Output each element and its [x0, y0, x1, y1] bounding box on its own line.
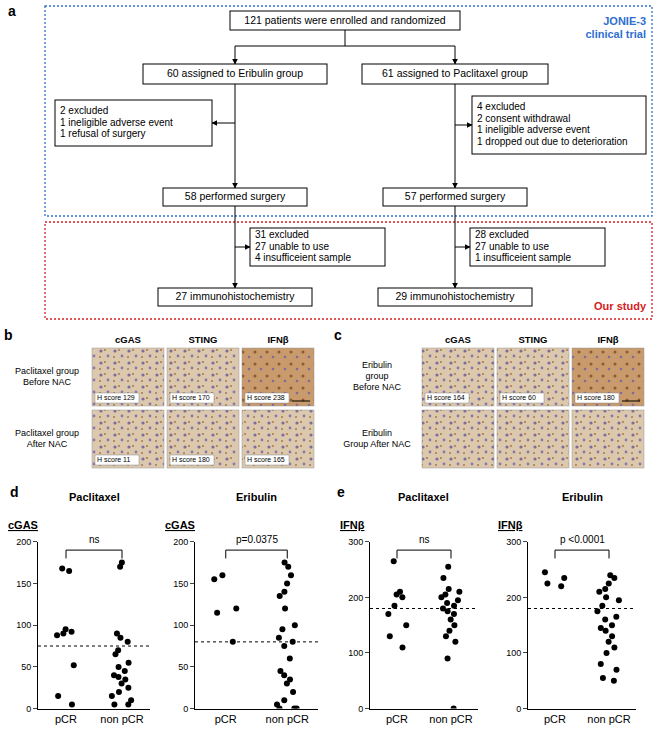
- svg-text:e: e: [337, 484, 345, 500]
- svg-text:Paclitaxel: Paclitaxel: [69, 491, 120, 503]
- svg-text:pCR: pCR: [215, 713, 237, 725]
- svg-text:H score 164: H score 164: [427, 394, 465, 401]
- svg-text:29 immunohistochemistry: 29 immunohistochemistry: [395, 290, 515, 302]
- svg-text:IFNβ: IFNβ: [267, 334, 288, 345]
- svg-text:cGAS: cGAS: [8, 519, 38, 531]
- svg-text:57 performed surgery: 57 performed surgery: [405, 190, 506, 202]
- svg-text:Eribulin: Eribulin: [362, 360, 392, 370]
- svg-text:150: 150: [16, 579, 31, 589]
- svg-text:50: 50: [178, 662, 188, 672]
- svg-text:IFNβ: IFNβ: [597, 334, 618, 345]
- svg-text:2 consent withdrawal: 2 consent withdrawal: [477, 113, 570, 124]
- svg-text:cGAS: cGAS: [445, 334, 471, 345]
- svg-text:a: a: [8, 3, 16, 19]
- svg-text:non pCR: non pCR: [587, 713, 630, 725]
- svg-text:c: c: [334, 327, 342, 343]
- svg-text:pCR: pCR: [55, 713, 77, 725]
- svg-text:100: 100: [16, 620, 31, 630]
- svg-text:200: 200: [506, 593, 521, 603]
- svg-text:p=0.0375: p=0.0375: [236, 534, 278, 545]
- svg-text:60 assigned to Eribulin group: 60 assigned to Eribulin group: [167, 67, 303, 79]
- svg-text:IFNβ: IFNβ: [340, 519, 365, 531]
- svg-text:100: 100: [173, 620, 188, 630]
- svg-text:non pCR: non pCR: [266, 713, 309, 725]
- svg-text:1 ineligible adverse event: 1 ineligible adverse event: [60, 117, 173, 128]
- svg-text:H score 60: H score 60: [502, 394, 536, 401]
- svg-text:H score 170: H score 170: [172, 394, 210, 401]
- svg-text:27 unable to use: 27 unable to use: [255, 241, 329, 252]
- svg-text:H score 180: H score 180: [577, 394, 615, 401]
- svg-text:100: 100: [348, 648, 363, 658]
- svg-text:50: 50: [21, 662, 31, 672]
- svg-text:100: 100: [506, 648, 521, 658]
- svg-text:cGAS: cGAS: [165, 519, 195, 531]
- svg-text:150: 150: [173, 579, 188, 589]
- svg-text:ns: ns: [89, 534, 100, 545]
- svg-text:Before NAC: Before NAC: [353, 382, 402, 392]
- svg-text:H score 11: H score 11: [97, 456, 130, 463]
- svg-text:Group After NAC: Group After NAC: [343, 439, 411, 449]
- svg-text:H score 180: H score 180: [172, 456, 210, 463]
- svg-text:H score 129: H score 129: [97, 394, 135, 401]
- svg-text:0: 0: [516, 704, 521, 714]
- svg-text:JONIE-3: JONIE-3: [603, 15, 646, 27]
- svg-text:0: 0: [358, 704, 363, 714]
- svg-text:Paclitaxel: Paclitaxel: [398, 491, 449, 503]
- svg-text:b: b: [4, 327, 13, 343]
- svg-text:28 excluded: 28 excluded: [475, 229, 529, 240]
- svg-text:group: group: [365, 371, 388, 381]
- svg-text:2 excluded: 2 excluded: [60, 105, 108, 116]
- svg-text:Eribulin: Eribulin: [362, 428, 392, 438]
- svg-text:300: 300: [506, 537, 521, 547]
- svg-text:Eribulin: Eribulin: [236, 491, 277, 503]
- svg-text:200: 200: [16, 537, 31, 547]
- svg-text:STING: STING: [518, 334, 547, 345]
- svg-text:1 ineligible adverse event: 1 ineligible adverse event: [477, 124, 590, 135]
- svg-text:cGAS: cGAS: [115, 334, 141, 345]
- svg-text:pCR: pCR: [544, 713, 566, 725]
- svg-text:200: 200: [348, 593, 363, 603]
- svg-text:58 performed surgery: 58 performed surgery: [185, 190, 286, 202]
- svg-text:4 excluded: 4 excluded: [477, 101, 525, 112]
- svg-text:d: d: [10, 484, 19, 500]
- svg-text:non pCR: non pCR: [100, 713, 143, 725]
- svg-text:300: 300: [348, 537, 363, 547]
- svg-text:61 assigned to Paclitaxel grou: 61 assigned to Paclitaxel group: [382, 67, 528, 79]
- svg-text:1 refusal of surgery: 1 refusal of surgery: [60, 128, 146, 139]
- svg-text:Eribulin: Eribulin: [562, 491, 603, 503]
- svg-text:121 patients were enrolled and: 121 patients were enrolled and randomize…: [244, 14, 446, 26]
- svg-text:non pCR: non pCR: [429, 713, 472, 725]
- svg-text:STING: STING: [188, 334, 217, 345]
- svg-text:IFNβ: IFNβ: [498, 519, 523, 531]
- svg-text:27 unable to use: 27 unable to use: [475, 241, 549, 252]
- svg-text:ns: ns: [419, 534, 430, 545]
- svg-text:Paclitaxel group: Paclitaxel group: [15, 428, 79, 438]
- svg-text:Before NAC: Before NAC: [23, 377, 72, 387]
- svg-text:0: 0: [26, 704, 31, 714]
- svg-text:Our study: Our study: [594, 300, 647, 312]
- svg-text:After NAC: After NAC: [27, 439, 68, 449]
- svg-text:H score 165: H score 165: [247, 456, 285, 463]
- svg-text:31 excluded: 31 excluded: [255, 229, 309, 240]
- svg-text:27 immunohistochemistry: 27 immunohistochemistry: [175, 290, 295, 302]
- svg-text:1 dropped out due to deteriora: 1 dropped out due to deterioration: [477, 136, 628, 147]
- svg-text:0: 0: [183, 704, 188, 714]
- svg-text:1 insufficeient sample: 1 insufficeient sample: [475, 252, 571, 263]
- svg-text:4 insufficeient sample: 4 insufficeient sample: [255, 252, 351, 263]
- svg-text:H score 238: H score 238: [247, 394, 285, 401]
- svg-text:p <0.0001: p <0.0001: [560, 534, 605, 545]
- svg-text:clinical trial: clinical trial: [585, 28, 646, 40]
- svg-text:200: 200: [173, 537, 188, 547]
- svg-text:Paclitaxel group: Paclitaxel group: [15, 366, 79, 376]
- svg-text:pCR: pCR: [386, 713, 408, 725]
